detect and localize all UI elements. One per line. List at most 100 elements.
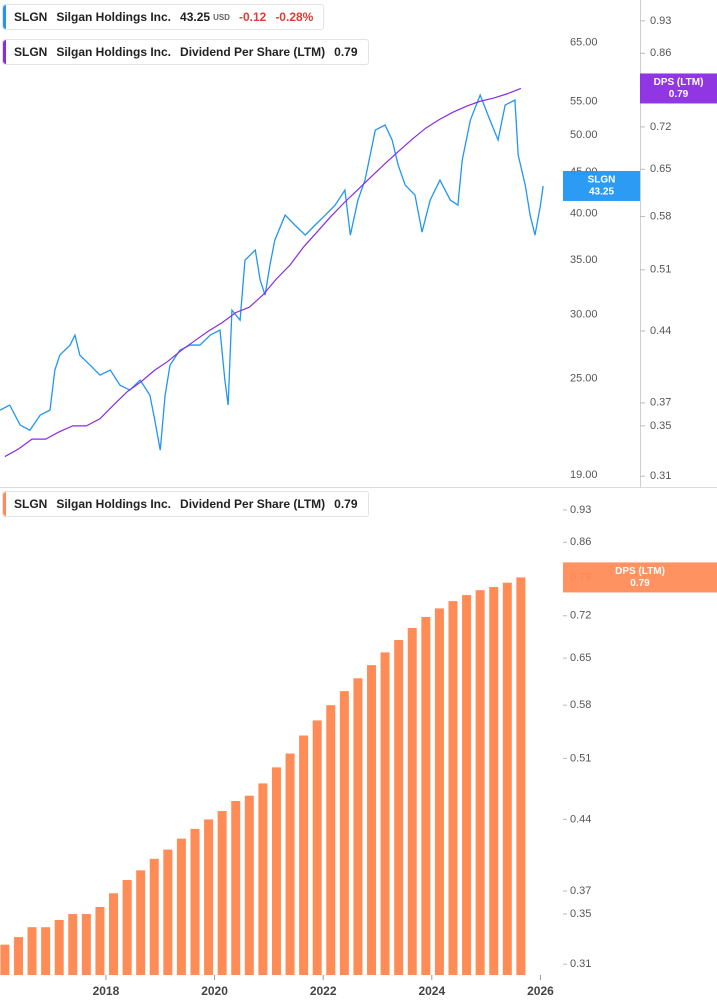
legend-stripe bbox=[3, 40, 6, 64]
y-tick-label: 30.00 bbox=[570, 308, 598, 320]
value-tag bbox=[563, 170, 640, 201]
bar bbox=[244, 795, 254, 975]
value-tag bbox=[563, 562, 717, 593]
bar bbox=[516, 577, 526, 975]
bar bbox=[136, 870, 146, 975]
bar bbox=[109, 893, 119, 975]
y-tick-label: 0.51 bbox=[650, 264, 671, 276]
legend-metric: Dividend Per Share (LTM) bbox=[180, 497, 326, 511]
y-tick-label: 35.00 bbox=[570, 254, 598, 266]
legend-currency: USD bbox=[213, 12, 230, 22]
y-tick-label: 65.00 bbox=[570, 37, 598, 49]
y-tick-label: 0.65 bbox=[650, 163, 671, 175]
bar bbox=[312, 720, 322, 975]
bar bbox=[258, 783, 268, 975]
y-tick-label: 40.00 bbox=[570, 207, 598, 219]
y-tick-label: 0.35 bbox=[650, 420, 671, 432]
legend-ticker: SLGN bbox=[14, 45, 48, 59]
bar bbox=[190, 828, 200, 975]
x-tick-label: 2022 bbox=[310, 984, 337, 998]
legend-ticker: SLGN bbox=[14, 497, 48, 511]
bar bbox=[475, 590, 485, 975]
bar bbox=[299, 735, 309, 975]
y-tick-label: 0.44 bbox=[650, 325, 671, 337]
legend-change: -0.12 bbox=[238, 10, 267, 24]
legend-company: Silgan Holdings Inc. bbox=[56, 45, 172, 59]
y-tick-label: 0.51 bbox=[570, 752, 591, 764]
legend-dps-bars: SLGN Silgan Holdings Inc. Dividend Per S… bbox=[2, 491, 369, 517]
y-tick-label: 0.93 bbox=[650, 15, 671, 27]
bar bbox=[41, 927, 51, 975]
value-tag-name: DPS (LTM) bbox=[615, 566, 665, 577]
value-tag bbox=[640, 73, 717, 104]
bar bbox=[448, 601, 458, 975]
y-tick-label: 50.00 bbox=[570, 129, 598, 141]
bar bbox=[489, 586, 499, 975]
x-tick-label: 2018 bbox=[93, 984, 120, 998]
bar bbox=[13, 937, 23, 975]
y-tick-label: 19.00 bbox=[570, 469, 598, 481]
legend-price: 43.25 bbox=[180, 10, 211, 24]
bar bbox=[68, 914, 78, 975]
x-tick-label: 2020 bbox=[201, 984, 228, 998]
y-tick-label: 0.65 bbox=[570, 652, 591, 664]
bar bbox=[421, 616, 431, 975]
y-tick-label: 0.37 bbox=[650, 397, 671, 409]
y-tick-label: 25.00 bbox=[570, 372, 598, 384]
bar bbox=[434, 608, 444, 975]
bar bbox=[326, 705, 336, 975]
legend-company: Silgan Holdings Inc. bbox=[56, 497, 172, 511]
bar bbox=[502, 582, 512, 975]
bar bbox=[176, 838, 186, 975]
bar bbox=[339, 691, 349, 975]
bar bbox=[81, 914, 91, 975]
y-tick-label: 0.86 bbox=[650, 47, 671, 59]
series-line bbox=[4, 87, 522, 458]
bar bbox=[0, 944, 10, 975]
y-tick-label: 0.31 bbox=[570, 958, 591, 970]
bar bbox=[271, 767, 281, 975]
bar bbox=[149, 858, 159, 975]
bar bbox=[217, 811, 227, 975]
bar bbox=[204, 819, 214, 975]
bar bbox=[95, 906, 105, 975]
bar bbox=[54, 919, 64, 975]
y-tick-label: 55.00 bbox=[570, 95, 598, 107]
bar bbox=[122, 880, 132, 975]
legend-stripe bbox=[3, 5, 6, 29]
legend-metric: Dividend Per Share (LTM) bbox=[180, 45, 326, 59]
y-tick-label: 0.86 bbox=[570, 536, 591, 548]
y-tick-label: 0.35 bbox=[570, 908, 591, 920]
bar bbox=[407, 628, 417, 975]
bar bbox=[353, 678, 363, 975]
bar bbox=[394, 640, 404, 975]
bar bbox=[367, 665, 377, 975]
bar bbox=[27, 927, 37, 975]
legend-change-pct: -0.28% bbox=[275, 10, 314, 24]
bar bbox=[163, 849, 173, 975]
bar bbox=[285, 753, 295, 975]
value-tag-name: SLGN bbox=[588, 175, 616, 186]
y-tick-label: 0.44 bbox=[570, 813, 591, 825]
bar bbox=[231, 801, 241, 975]
y-tick-label: 0.37 bbox=[570, 885, 591, 897]
legend-value: 0.79 bbox=[334, 45, 358, 59]
legend-ticker: SLGN bbox=[14, 10, 48, 24]
value-tag-value: 43.25 bbox=[589, 187, 614, 198]
series-line bbox=[0, 93, 544, 451]
bar bbox=[380, 652, 390, 975]
legend-company: Silgan Holdings Inc. bbox=[56, 10, 172, 24]
y-tick-label: 0.72 bbox=[650, 121, 671, 133]
value-tag-value: 0.79 bbox=[669, 89, 689, 100]
legend-value: 0.79 bbox=[334, 497, 358, 511]
legend-dps: SLGN Silgan Holdings Inc. Dividend Per S… bbox=[2, 39, 369, 65]
y-tick-label: 0.31 bbox=[650, 470, 671, 482]
bar bbox=[462, 595, 472, 975]
legend-stripe bbox=[3, 492, 6, 516]
value-tag-value: 0.79 bbox=[630, 578, 650, 589]
x-tick-label: 2026 bbox=[527, 984, 554, 998]
y-tick-label: 0.93 bbox=[570, 504, 591, 516]
y-tick-label: 0.72 bbox=[570, 610, 591, 622]
